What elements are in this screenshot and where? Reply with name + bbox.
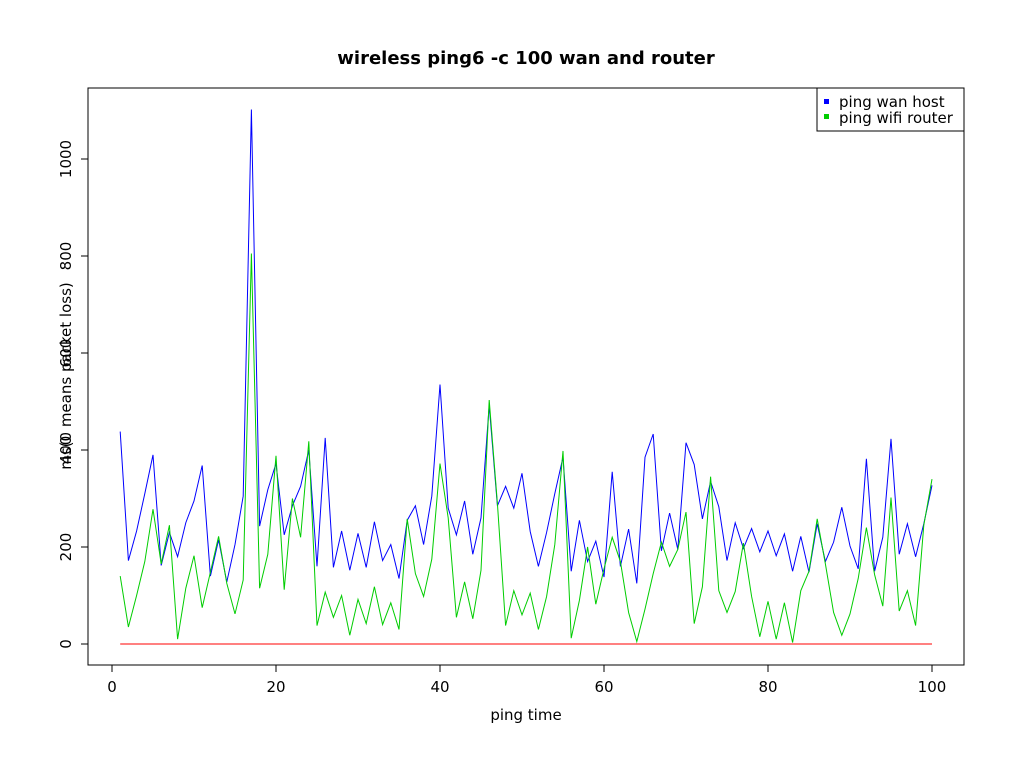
y-tick-label: 600 xyxy=(57,339,75,368)
plot-frame xyxy=(87,87,965,666)
y-tick-label: 400 xyxy=(57,436,75,465)
y-tick-label: 800 xyxy=(57,242,75,271)
legend-label-wifi: ping wifi router xyxy=(839,109,954,127)
x-tick-label: 20 xyxy=(266,678,285,696)
x-tick-label: 40 xyxy=(430,678,449,696)
series-layer xyxy=(119,109,933,645)
legend-swatch-wifi xyxy=(824,114,829,119)
series-line-ping-wan-host xyxy=(119,109,933,584)
x-tick-label: 0 xyxy=(107,678,117,696)
x-axis-label: ping time xyxy=(490,706,561,724)
chart-title: wireless ping6 -c 100 wan and router xyxy=(337,48,715,69)
y-tick-label: 0 xyxy=(57,639,75,649)
x-tick-label: 80 xyxy=(758,678,777,696)
y-axis-label: ms(0 means packet loss) xyxy=(57,282,75,470)
legend: ping wan host ping wifi router xyxy=(816,87,965,132)
legend-swatch-wan xyxy=(824,99,829,104)
x-tick-label: 60 xyxy=(594,678,613,696)
legend-label-wan: ping wan host xyxy=(839,93,945,111)
x-axis: 0 20 40 60 80 100 xyxy=(107,664,947,696)
y-tick-label: 1000 xyxy=(57,140,75,178)
y-axis: 0 200 400 600 800 1000 xyxy=(57,140,89,649)
legend-box xyxy=(816,87,965,132)
series-line-ping-wifi-router xyxy=(119,253,933,644)
x-tick-label: 100 xyxy=(918,678,947,696)
y-tick-label: 200 xyxy=(57,533,75,562)
